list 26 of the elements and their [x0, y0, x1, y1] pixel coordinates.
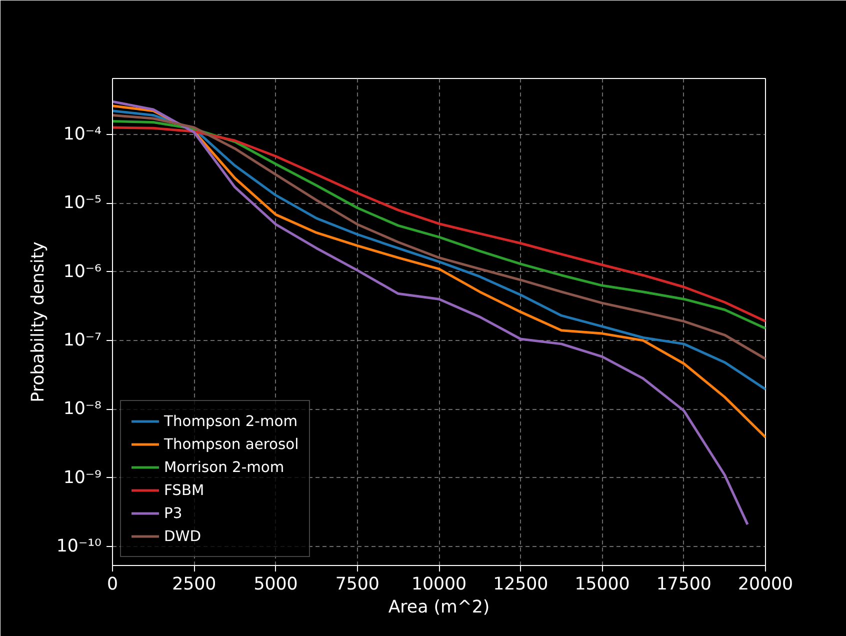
- line-series: [112, 100, 749, 526]
- y-axis-title: Probability density: [28, 242, 48, 402]
- legend-label: FSBM: [164, 482, 204, 498]
- y-tick-label: 10⁻⁵: [63, 193, 102, 214]
- x-tick-label: 7500: [335, 574, 380, 594]
- x-axis-title: Area (m^2): [388, 598, 490, 618]
- legend-label: DWD: [164, 528, 202, 544]
- x-tick-label: 0: [106, 574, 118, 594]
- x-tick-label: 5000: [254, 574, 298, 594]
- y-tick-label: 10⁻⁴: [63, 124, 102, 144]
- y-tick-label: 10⁻¹⁰: [56, 536, 102, 557]
- x-tick-label: 15000: [574, 574, 630, 594]
- x-tick-label: 12500: [493, 574, 548, 594]
- legend-label: P3: [164, 504, 184, 522]
- legend-label: Thompson 2-mom: [164, 412, 298, 430]
- legend-label: Thompson aerosol: [164, 436, 299, 452]
- x-tick-label: 20000: [738, 574, 794, 594]
- legend-label: Morrison 2-mom: [164, 458, 284, 476]
- y-tick-label: 10⁻⁷: [63, 330, 102, 350]
- y-tick-label: 10⁻⁸: [63, 399, 102, 420]
- y-tick-label: 10⁻⁹: [63, 468, 102, 488]
- y-tick-label: 10⁻⁶: [63, 262, 102, 282]
- x-tick-label: 17500: [656, 574, 712, 594]
- line-series: [112, 104, 766, 438]
- x-tick-label: 2500: [172, 574, 216, 594]
- x-tick-label: 10000: [411, 574, 467, 594]
